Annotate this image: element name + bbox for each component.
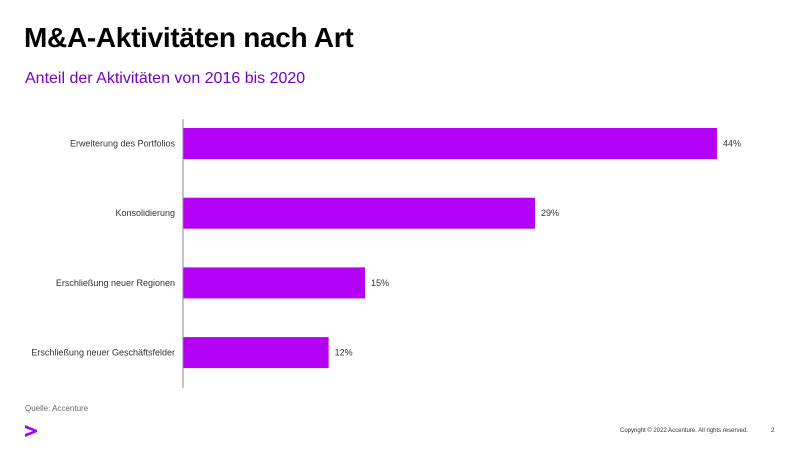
data-label: 15% xyxy=(371,278,389,288)
data-label: 44% xyxy=(723,139,741,149)
page-number: 2 xyxy=(771,428,775,434)
category-label: Erschließung neuer Regionen xyxy=(56,278,175,288)
source-note: Quelle: Accenture xyxy=(25,404,89,413)
page-title: M&A-Aktivitäten nach Art xyxy=(24,22,354,53)
category-label: Erweiterung des Portfolios xyxy=(70,139,176,149)
copyright: Copyright © 2022 Accenture. All rights r… xyxy=(620,428,748,434)
data-label: 29% xyxy=(541,208,559,218)
chart-subtitle: Anteil der Aktivitäten von 2016 bis 2020 xyxy=(25,70,306,87)
bar xyxy=(183,128,717,159)
bar xyxy=(183,267,366,299)
category-label: Konsolidierung xyxy=(115,208,175,218)
bar xyxy=(183,197,535,229)
bar xyxy=(183,337,329,369)
data-label: 12% xyxy=(335,348,353,358)
category-label: Erschließung neuer Geschäftsfelder xyxy=(31,348,175,358)
